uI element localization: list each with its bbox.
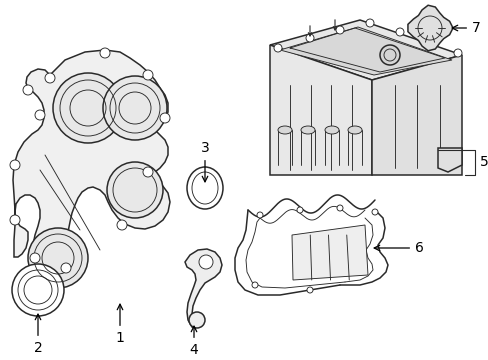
Circle shape (35, 110, 45, 120)
Ellipse shape (301, 126, 314, 134)
Circle shape (189, 312, 204, 328)
Text: 4: 4 (189, 326, 198, 357)
Text: 1: 1 (115, 304, 124, 345)
Circle shape (395, 28, 403, 36)
Circle shape (117, 220, 127, 230)
Text: 5: 5 (479, 155, 488, 169)
Circle shape (425, 38, 433, 46)
Polygon shape (184, 249, 222, 328)
Polygon shape (280, 27, 451, 75)
Circle shape (251, 282, 258, 288)
Polygon shape (13, 50, 170, 280)
Circle shape (160, 113, 170, 123)
Circle shape (10, 160, 20, 170)
Ellipse shape (278, 126, 291, 134)
Circle shape (142, 70, 153, 80)
Circle shape (371, 209, 377, 215)
Circle shape (273, 44, 282, 52)
Circle shape (365, 19, 373, 27)
Circle shape (53, 73, 123, 143)
Text: 2: 2 (34, 314, 42, 355)
Circle shape (30, 253, 40, 263)
Circle shape (257, 212, 263, 218)
Text: 7: 7 (451, 21, 480, 35)
Circle shape (335, 26, 343, 34)
Circle shape (10, 215, 20, 225)
Circle shape (107, 162, 163, 218)
Circle shape (103, 76, 167, 140)
Circle shape (296, 207, 303, 213)
Polygon shape (371, 55, 461, 175)
Circle shape (100, 48, 110, 58)
Text: 3: 3 (200, 141, 209, 182)
Circle shape (306, 287, 312, 293)
Circle shape (12, 264, 64, 316)
Ellipse shape (325, 126, 338, 134)
Ellipse shape (186, 167, 223, 209)
Circle shape (45, 73, 55, 83)
Circle shape (379, 45, 399, 65)
Polygon shape (407, 5, 452, 51)
Circle shape (336, 205, 342, 211)
Ellipse shape (347, 126, 361, 134)
Polygon shape (291, 225, 367, 280)
Polygon shape (269, 45, 371, 175)
Circle shape (199, 255, 213, 269)
Text: 6: 6 (373, 241, 423, 255)
Polygon shape (437, 148, 461, 172)
Circle shape (23, 85, 33, 95)
Circle shape (61, 263, 71, 273)
Circle shape (28, 228, 88, 288)
Circle shape (453, 49, 461, 57)
Circle shape (142, 167, 153, 177)
Circle shape (305, 34, 313, 42)
Polygon shape (269, 20, 461, 80)
